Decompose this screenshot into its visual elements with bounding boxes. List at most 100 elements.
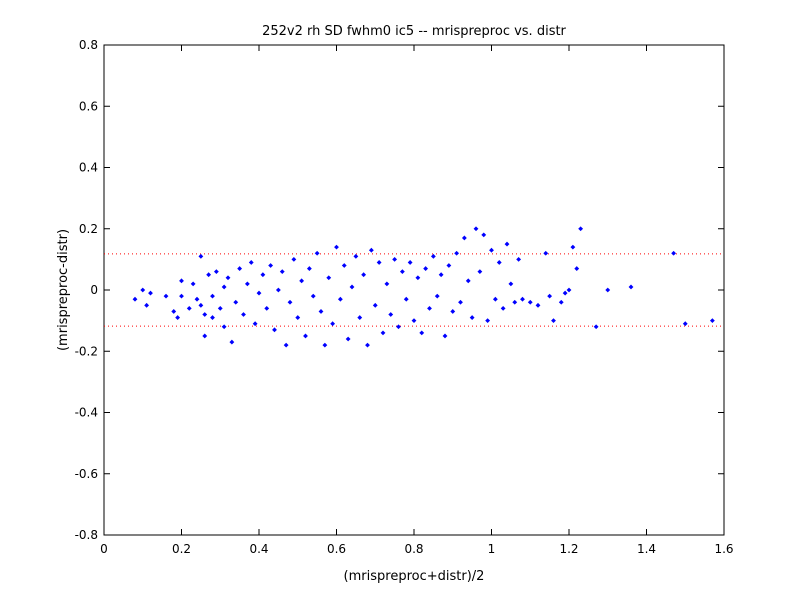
data-point	[709, 318, 715, 324]
data-point	[419, 330, 425, 336]
data-point	[202, 333, 208, 339]
data-point	[605, 287, 611, 293]
data-point	[411, 318, 417, 324]
data-point	[341, 263, 347, 268]
data-point	[244, 281, 250, 287]
data-point	[485, 318, 491, 324]
data-point	[461, 235, 467, 241]
data-point	[551, 318, 556, 324]
data-point	[179, 278, 184, 284]
data-point	[365, 342, 370, 348]
data-point	[202, 312, 208, 317]
data-point	[396, 324, 401, 330]
data-point	[481, 232, 487, 238]
data-point	[349, 284, 355, 290]
data-point	[407, 260, 413, 265]
y-axis-ticks: 0.8 0.6 0.4 0.2 0 -0.2 -0.4 -0.6 -0.8	[75, 38, 724, 542]
y-tick-label: 0.6	[79, 99, 98, 113]
y-tick-label: -0.2	[75, 344, 98, 358]
data-point	[326, 275, 332, 281]
data-point	[213, 269, 219, 275]
data-point	[566, 287, 572, 293]
data-point	[520, 296, 525, 302]
data-point	[217, 305, 223, 311]
data-point	[578, 226, 584, 232]
data-point	[516, 256, 522, 262]
data-point	[345, 336, 351, 342]
chart-title: 252v2 rh SD fwhm0 ic5 -- mrispreproc vs.…	[262, 24, 566, 39]
data-point	[682, 321, 688, 327]
data-point	[368, 247, 374, 253]
data-point	[206, 272, 212, 278]
x-tick-label: 0.2	[172, 542, 191, 556]
data-point	[140, 287, 146, 293]
data-point	[454, 250, 460, 256]
x-tick-label: 0.4	[249, 542, 268, 556]
x-tick-label: 0.6	[327, 542, 346, 556]
data-point	[198, 302, 204, 308]
data-point	[148, 290, 153, 296]
data-point	[434, 293, 440, 299]
data-point	[248, 260, 254, 265]
x-tick-label: 1	[488, 542, 496, 556]
data-point	[194, 296, 200, 302]
data-point	[473, 226, 479, 232]
data-point	[628, 284, 634, 290]
data-point	[450, 309, 456, 314]
data-point	[314, 250, 320, 256]
data-point	[558, 299, 564, 305]
data-point	[380, 330, 386, 336]
data-point	[287, 299, 293, 305]
data-point	[574, 266, 580, 271]
data-point	[337, 296, 343, 302]
data-point	[334, 244, 339, 250]
data-point	[438, 272, 444, 278]
data-point	[399, 269, 405, 275]
data-point	[384, 281, 390, 287]
data-point	[229, 339, 235, 345]
reference-lines	[104, 253, 724, 327]
x-tick-label: 1.6	[714, 542, 733, 556]
data-point	[291, 256, 297, 262]
data-point	[256, 290, 262, 296]
data-point	[508, 281, 514, 287]
x-axis-label: (mrispreproc+distr)/2	[344, 569, 485, 584]
y-tick-label: 0	[90, 283, 98, 297]
data-point	[492, 296, 498, 302]
data-point	[241, 312, 246, 317]
data-point	[353, 253, 359, 259]
data-point	[500, 305, 506, 311]
data-point	[403, 296, 409, 302]
data-point	[562, 290, 568, 296]
data-point	[179, 293, 184, 299]
data-point	[163, 293, 169, 299]
y-tick-label: 0.4	[79, 161, 98, 175]
data-point	[210, 293, 215, 299]
data-point	[446, 263, 452, 268]
data-points	[132, 226, 715, 348]
data-point	[310, 293, 316, 299]
data-point	[260, 272, 266, 278]
data-point	[392, 256, 398, 262]
data-point	[430, 253, 436, 259]
data-point	[415, 275, 421, 281]
data-point	[264, 305, 270, 311]
data-point	[442, 333, 448, 339]
data-point	[225, 275, 231, 281]
data-point	[268, 263, 274, 268]
x-tick-label: 1.4	[637, 542, 656, 556]
data-point	[469, 315, 475, 320]
data-point	[237, 266, 243, 271]
data-point	[132, 296, 138, 302]
data-point	[423, 266, 429, 271]
data-point	[671, 250, 677, 256]
data-point	[275, 287, 281, 293]
x-tick-label: 0	[100, 542, 108, 556]
data-point	[388, 312, 394, 317]
data-point	[186, 305, 192, 311]
data-point	[570, 244, 576, 250]
data-point	[175, 315, 181, 320]
data-point	[144, 302, 150, 308]
data-point	[543, 250, 549, 256]
